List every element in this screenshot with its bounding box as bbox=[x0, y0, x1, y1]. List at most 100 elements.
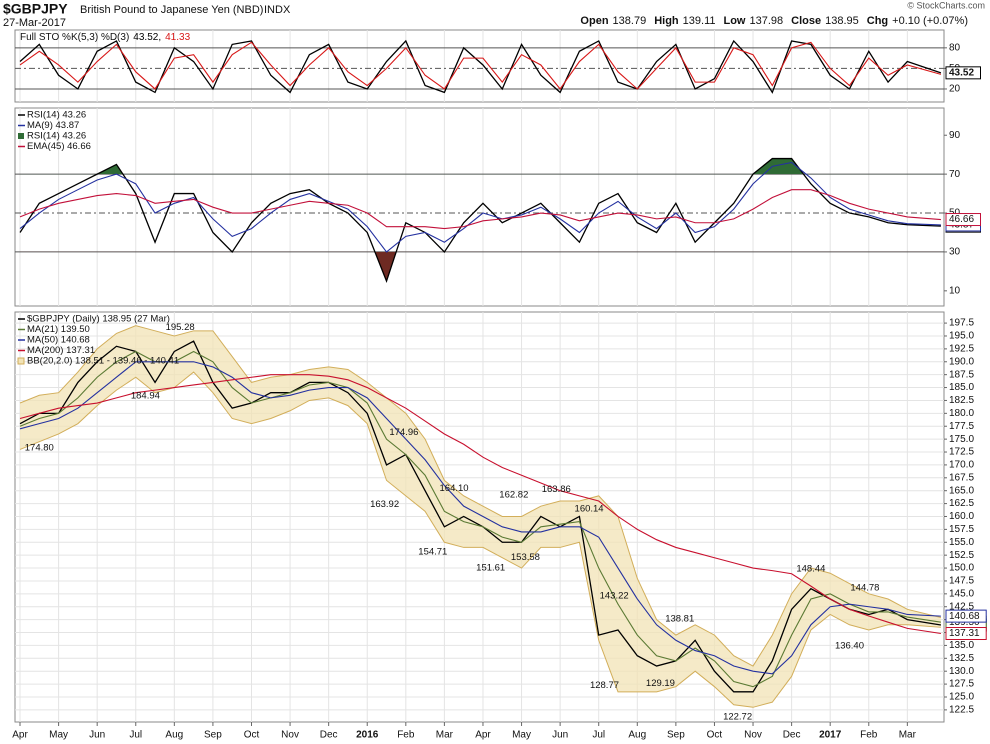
x-tick-label: Feb bbox=[860, 730, 878, 741]
price-annotation: 148.44 bbox=[796, 564, 825, 575]
legend-entry: MA(21) 139.50 bbox=[27, 324, 90, 335]
quote-value: +0.10 (+0.07%) bbox=[892, 15, 968, 27]
overbought-fill bbox=[20, 158, 941, 175]
y-tick-label: 90 bbox=[949, 130, 961, 141]
price-annotation: 174.80 bbox=[25, 443, 54, 454]
legend-entry: 43.52, bbox=[133, 32, 161, 43]
y-tick-label: 162.5 bbox=[949, 498, 974, 509]
y-tick-label: 197.5 bbox=[949, 318, 974, 329]
x-tick-label: Sep bbox=[667, 730, 685, 741]
x-tick-label: Dec bbox=[320, 730, 338, 741]
legend-entry: MA(50) 140.68 bbox=[27, 335, 90, 346]
quote-label: Chg bbox=[867, 15, 888, 27]
end-label-box bbox=[945, 66, 981, 80]
x-tick-label: Mar bbox=[436, 730, 454, 741]
end-label: 43.52 bbox=[949, 67, 974, 78]
instrument-name: British Pound to Japanese Yen (NBD) bbox=[80, 4, 263, 16]
price-annotation: 162.82 bbox=[499, 489, 528, 500]
y-tick-label: 165.0 bbox=[949, 485, 974, 496]
y-tick-label: 122.5 bbox=[949, 705, 974, 716]
series-line bbox=[19, 189, 941, 230]
legend-entry: $GBPJPY (Daily) 138.95 (27 Mar) bbox=[27, 314, 170, 325]
legend-entry: EMA(45) 46.66 bbox=[27, 141, 91, 152]
price-annotation: 136.40 bbox=[835, 641, 864, 652]
series-line bbox=[19, 340, 942, 693]
y-tick-label: 160.0 bbox=[949, 511, 974, 522]
x-tick-label: Jun bbox=[89, 730, 105, 741]
y-tick-label: 180.0 bbox=[949, 408, 974, 419]
y-tick-label: 170.0 bbox=[949, 460, 974, 471]
legend-entry: RSI(14) 43.26 bbox=[27, 110, 86, 121]
y-tick-label: 167.5 bbox=[949, 472, 974, 483]
y-tick-label: 142.5 bbox=[949, 601, 974, 612]
end-label-box bbox=[945, 213, 981, 227]
quote-value: 138.79 bbox=[613, 15, 647, 27]
price-annotation: 164.10 bbox=[440, 483, 469, 494]
legend-title: Full STO %K(5,3) %D(3) bbox=[20, 32, 129, 43]
y-tick-label: 182.5 bbox=[949, 395, 974, 406]
x-tick-label: Jul bbox=[592, 730, 605, 741]
end-label-box bbox=[945, 627, 987, 641]
end-label: 137.31 bbox=[949, 628, 980, 639]
x-tick-label: Feb bbox=[397, 730, 415, 741]
y-tick-label: 127.5 bbox=[949, 679, 974, 690]
x-tick-label: Oct bbox=[707, 730, 723, 741]
y-tick-label: 172.5 bbox=[949, 447, 974, 458]
y-tick-label: 145.0 bbox=[949, 588, 974, 599]
legend-swatch bbox=[17, 357, 25, 365]
quote-value: 138.95 bbox=[825, 15, 859, 27]
y-tick-label: 155.0 bbox=[949, 537, 974, 548]
y-tick-label: 152.5 bbox=[949, 550, 974, 561]
price-annotation: 160.14 bbox=[575, 503, 604, 514]
y-tick-label: 190.0 bbox=[949, 356, 974, 367]
series-line bbox=[19, 361, 941, 675]
bollinger-upper bbox=[19, 325, 942, 667]
price-annotation: 151.61 bbox=[476, 562, 505, 573]
price-annotation: 122.72 bbox=[723, 711, 752, 722]
price-annotation: 128.77 bbox=[590, 680, 619, 691]
legend-swatch bbox=[18, 133, 24, 139]
y-tick-label: 132.5 bbox=[949, 653, 974, 664]
price-annotation: 154.71 bbox=[418, 546, 447, 557]
price-annotation: 163.92 bbox=[370, 499, 399, 510]
series-line bbox=[19, 374, 941, 635]
x-tick-label: Oct bbox=[244, 730, 260, 741]
legend: Full STO %K(5,3) %D(3) 43.52, 41.33 bbox=[20, 32, 191, 43]
price-annotation: 174.96 bbox=[389, 427, 418, 438]
legend-entry: MA(9) 43.87 bbox=[27, 120, 79, 131]
price-annotation: 144.78 bbox=[850, 582, 879, 593]
x-tick-label: May bbox=[49, 730, 68, 741]
price-annotation: 195.28 bbox=[166, 322, 195, 333]
x-tick-label: Aug bbox=[628, 730, 646, 741]
price-annotation: 184.94 bbox=[131, 390, 160, 401]
end-label: 140.68 bbox=[949, 611, 980, 622]
bollinger-fill bbox=[20, 325, 941, 708]
x-tick-label: Nov bbox=[281, 730, 299, 741]
y-tick-label: 185.0 bbox=[949, 382, 974, 393]
price-annotation: 129.19 bbox=[646, 678, 675, 689]
y-tick-label: 10 bbox=[949, 285, 961, 296]
x-tick-label: Apr bbox=[12, 730, 28, 741]
series-line bbox=[19, 161, 941, 253]
x-tick-label: Sep bbox=[204, 730, 222, 741]
price-annotation: 153.58 bbox=[511, 552, 540, 563]
legend-entry: RSI(14) 43.26 bbox=[27, 131, 86, 142]
x-tick-label: 2016 bbox=[356, 730, 379, 741]
y-tick-label: 70 bbox=[949, 169, 961, 180]
legend-entry: MA(200) 137.31 bbox=[27, 345, 95, 356]
price-annotation: 143.22 bbox=[600, 591, 629, 602]
end-label: 46.66 bbox=[949, 214, 974, 225]
quote-value: 137.98 bbox=[749, 15, 783, 27]
exchange: INDX bbox=[264, 4, 291, 16]
y-tick-label: 192.5 bbox=[949, 344, 974, 355]
price-annotation: 163.86 bbox=[542, 484, 571, 495]
x-tick-label: Apr bbox=[475, 730, 491, 741]
y-tick-label: 187.5 bbox=[949, 369, 974, 380]
x-tick-label: Mar bbox=[899, 730, 917, 741]
series-line bbox=[19, 41, 942, 90]
y-tick-label: 195.0 bbox=[949, 331, 974, 342]
end-label-box bbox=[945, 609, 987, 623]
quote-label: Close bbox=[791, 15, 821, 27]
quote: Open 138.79 High 139.11 Low 137.98 Close 138.95… bbox=[580, 15, 968, 27]
x-tick-label: Jun bbox=[552, 730, 568, 741]
